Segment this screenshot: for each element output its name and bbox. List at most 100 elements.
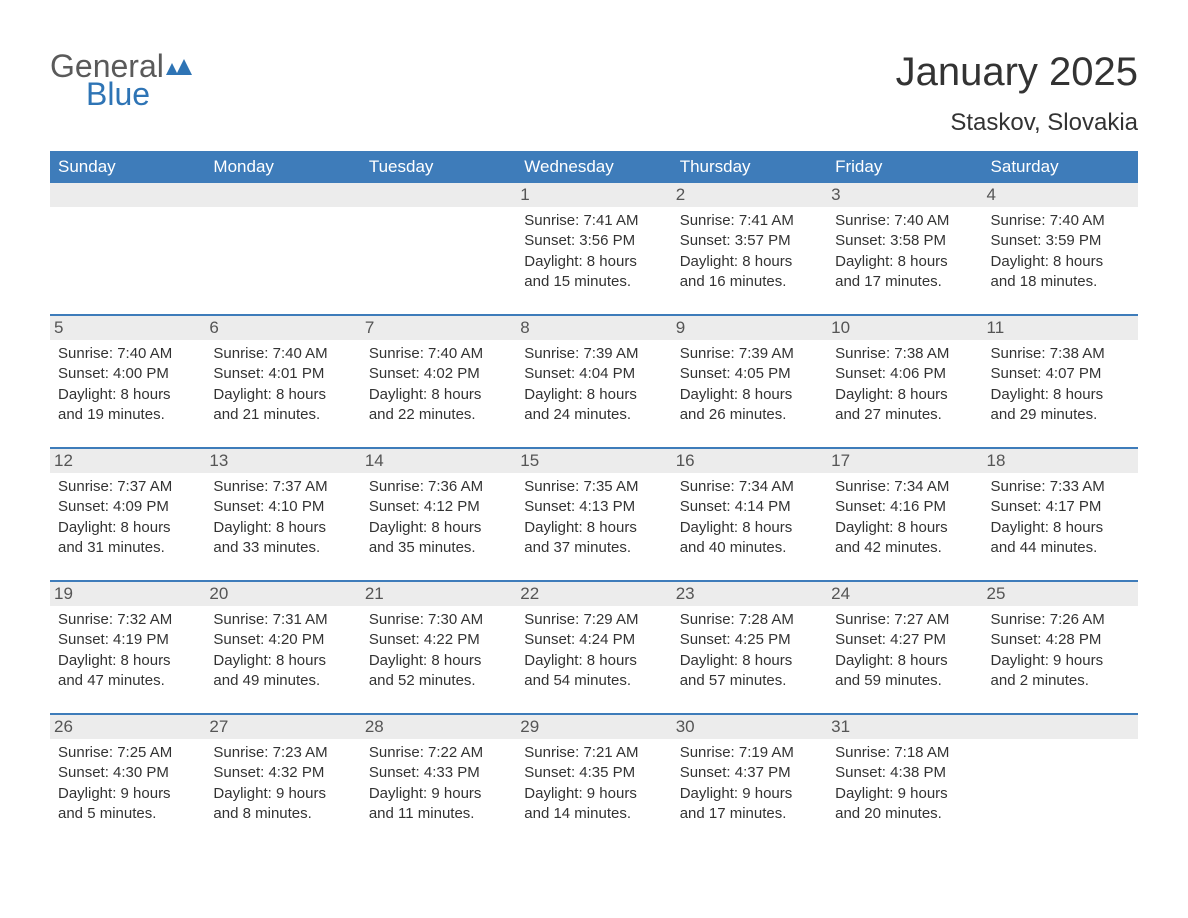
daylight-line-1: Daylight: 9 hours <box>991 651 1130 671</box>
calendar-day: 31Sunrise: 7:18 AMSunset: 4:38 PMDayligh… <box>827 714 982 846</box>
calendar-day: 8Sunrise: 7:39 AMSunset: 4:04 PMDaylight… <box>516 315 671 448</box>
daylight-line-1: Daylight: 8 hours <box>991 518 1130 538</box>
header-row: General Blue January 2025 Staskov, Slova… <box>50 50 1138 145</box>
day-number-stripe: 19 <box>50 582 205 606</box>
day-number-stripe: 25 <box>983 582 1138 606</box>
calendar-day: 12Sunrise: 7:37 AMSunset: 4:09 PMDayligh… <box>50 448 205 581</box>
daylight-line-2: and 59 minutes. <box>835 671 974 691</box>
sunset-line: Sunset: 3:59 PM <box>991 231 1130 251</box>
calendar-day: 26Sunrise: 7:25 AMSunset: 4:30 PMDayligh… <box>50 714 205 846</box>
daylight-line-1: Daylight: 8 hours <box>524 385 663 405</box>
daylight-line-2: and 14 minutes. <box>524 804 663 824</box>
sunset-line: Sunset: 4:04 PM <box>524 364 663 384</box>
sunrise-line: Sunrise: 7:30 AM <box>369 610 508 630</box>
daylight-line-1: Daylight: 8 hours <box>835 385 974 405</box>
daylight-line-2: and 35 minutes. <box>369 538 508 558</box>
daylight-line-2: and 18 minutes. <box>991 272 1130 292</box>
day-number-stripe: 3 <box>827 183 982 207</box>
daylight-line-1: Daylight: 8 hours <box>524 651 663 671</box>
day-number-stripe <box>361 183 516 207</box>
sunset-line: Sunset: 4:07 PM <box>991 364 1130 384</box>
calendar-week: 26Sunrise: 7:25 AMSunset: 4:30 PMDayligh… <box>50 714 1138 846</box>
daylight-line-1: Daylight: 8 hours <box>369 518 508 538</box>
daylight-line-2: and 27 minutes. <box>835 405 974 425</box>
daylight-line-2: and 54 minutes. <box>524 671 663 691</box>
weekday-header: Sunday <box>50 151 205 183</box>
daylight-line-1: Daylight: 8 hours <box>369 385 508 405</box>
daylight-line-2: and 33 minutes. <box>213 538 352 558</box>
sunset-line: Sunset: 4:22 PM <box>369 630 508 650</box>
daylight-line-2: and 17 minutes. <box>835 272 974 292</box>
sunrise-line: Sunrise: 7:21 AM <box>524 743 663 763</box>
calendar-day: 28Sunrise: 7:22 AMSunset: 4:33 PMDayligh… <box>361 714 516 846</box>
calendar-week: 12Sunrise: 7:37 AMSunset: 4:09 PMDayligh… <box>50 448 1138 581</box>
brand-word-2: Blue <box>86 78 192 110</box>
daylight-line-2: and 17 minutes. <box>680 804 819 824</box>
day-number-stripe: 13 <box>205 449 360 473</box>
sunset-line: Sunset: 4:09 PM <box>58 497 197 517</box>
sunrise-line: Sunrise: 7:23 AM <box>213 743 352 763</box>
calendar-day: 17Sunrise: 7:34 AMSunset: 4:16 PMDayligh… <box>827 448 982 581</box>
sunrise-line: Sunrise: 7:40 AM <box>991 211 1130 231</box>
daylight-line-2: and 11 minutes. <box>369 804 508 824</box>
day-number-stripe: 26 <box>50 715 205 739</box>
sunrise-line: Sunrise: 7:27 AM <box>835 610 974 630</box>
title-block: January 2025 Staskov, Slovakia <box>896 50 1138 145</box>
daylight-line-1: Daylight: 8 hours <box>58 651 197 671</box>
sunset-line: Sunset: 4:28 PM <box>991 630 1130 650</box>
day-number-stripe: 29 <box>516 715 671 739</box>
calendar-day: 7Sunrise: 7:40 AMSunset: 4:02 PMDaylight… <box>361 315 516 448</box>
sunset-line: Sunset: 4:17 PM <box>991 497 1130 517</box>
daylight-line-1: Daylight: 8 hours <box>58 518 197 538</box>
sunset-line: Sunset: 4:13 PM <box>524 497 663 517</box>
day-number-stripe: 18 <box>983 449 1138 473</box>
daylight-line-2: and 20 minutes. <box>835 804 974 824</box>
month-title: January 2025 <box>896 50 1138 95</box>
daylight-line-2: and 57 minutes. <box>680 671 819 691</box>
sunrise-line: Sunrise: 7:37 AM <box>58 477 197 497</box>
day-number-stripe: 17 <box>827 449 982 473</box>
daylight-line-1: Daylight: 8 hours <box>369 651 508 671</box>
calendar-week: 19Sunrise: 7:32 AMSunset: 4:19 PMDayligh… <box>50 581 1138 714</box>
daylight-line-1: Daylight: 9 hours <box>213 784 352 804</box>
calendar-day: 15Sunrise: 7:35 AMSunset: 4:13 PMDayligh… <box>516 448 671 581</box>
day-number-stripe: 22 <box>516 582 671 606</box>
calendar-day: 24Sunrise: 7:27 AMSunset: 4:27 PMDayligh… <box>827 581 982 714</box>
daylight-line-1: Daylight: 8 hours <box>680 518 819 538</box>
daylight-line-2: and 29 minutes. <box>991 405 1130 425</box>
daylight-line-2: and 37 minutes. <box>524 538 663 558</box>
weekday-header: Tuesday <box>361 151 516 183</box>
calendar-day: 3Sunrise: 7:40 AMSunset: 3:58 PMDaylight… <box>827 183 982 315</box>
daylight-line-1: Daylight: 8 hours <box>680 385 819 405</box>
daylight-line-1: Daylight: 8 hours <box>524 518 663 538</box>
daylight-line-1: Daylight: 8 hours <box>991 385 1130 405</box>
sunset-line: Sunset: 4:32 PM <box>213 763 352 783</box>
day-number-stripe: 11 <box>983 316 1138 340</box>
daylight-line-2: and 19 minutes. <box>58 405 197 425</box>
day-number-stripe <box>205 183 360 207</box>
daylight-line-1: Daylight: 8 hours <box>835 518 974 538</box>
day-number-stripe: 5 <box>50 316 205 340</box>
sunset-line: Sunset: 3:57 PM <box>680 231 819 251</box>
sunrise-line: Sunrise: 7:38 AM <box>835 344 974 364</box>
sunset-line: Sunset: 4:00 PM <box>58 364 197 384</box>
sunrise-line: Sunrise: 7:38 AM <box>991 344 1130 364</box>
sunrise-line: Sunrise: 7:33 AM <box>991 477 1130 497</box>
day-number-stripe: 10 <box>827 316 982 340</box>
sunset-line: Sunset: 4:30 PM <box>58 763 197 783</box>
sunrise-line: Sunrise: 7:34 AM <box>835 477 974 497</box>
day-number-stripe: 20 <box>205 582 360 606</box>
calendar-day: 25Sunrise: 7:26 AMSunset: 4:28 PMDayligh… <box>983 581 1138 714</box>
daylight-line-1: Daylight: 8 hours <box>524 252 663 272</box>
daylight-line-2: and 40 minutes. <box>680 538 819 558</box>
sunrise-line: Sunrise: 7:41 AM <box>524 211 663 231</box>
calendar-day: 1Sunrise: 7:41 AMSunset: 3:56 PMDaylight… <box>516 183 671 315</box>
sunrise-line: Sunrise: 7:22 AM <box>369 743 508 763</box>
sunset-line: Sunset: 4:37 PM <box>680 763 819 783</box>
daylight-line-1: Daylight: 8 hours <box>213 518 352 538</box>
daylight-line-2: and 8 minutes. <box>213 804 352 824</box>
sunset-line: Sunset: 3:58 PM <box>835 231 974 251</box>
sunrise-line: Sunrise: 7:32 AM <box>58 610 197 630</box>
weekday-header: Friday <box>827 151 982 183</box>
sunrise-line: Sunrise: 7:39 AM <box>680 344 819 364</box>
